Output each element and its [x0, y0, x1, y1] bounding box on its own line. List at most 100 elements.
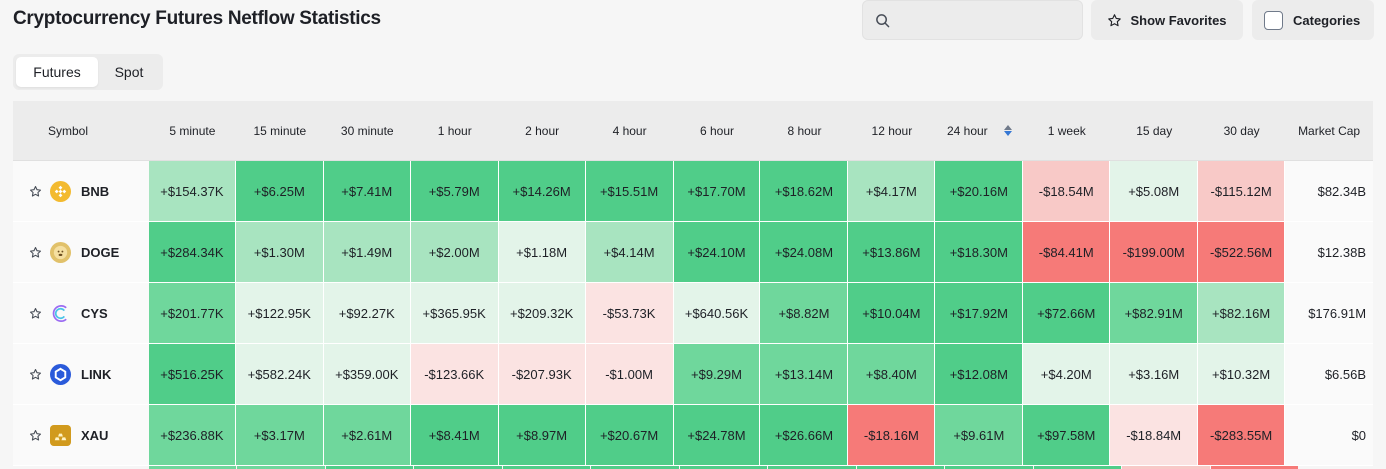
header-4-hour[interactable]: 4 hour — [612, 123, 647, 138]
symbol-name[interactable]: CYS — [81, 305, 108, 321]
header-5-minute[interactable]: 5 minute — [169, 123, 216, 138]
netflow-cell-12-hour: +$8.40M — [848, 344, 936, 404]
header-24-hour-label: 24 hour — [946, 123, 988, 138]
favorite-star-icon[interactable] — [29, 307, 42, 320]
header-30-minute[interactable]: 30 minute — [340, 123, 394, 138]
favorite-star-icon[interactable] — [29, 368, 42, 381]
search-box[interactable] — [862, 0, 1083, 40]
favorite-star-icon[interactable] — [29, 246, 42, 259]
favorite-star-icon[interactable] — [29, 185, 42, 198]
netflow-cell-6-hour: +$17.70M — [673, 161, 761, 221]
table-body: BNB +$154.37K +$6.25M +$7.41M +$5.79M +$14.26… — [13, 161, 1374, 466]
netflow-cell-24-hour: +$9.61M — [935, 405, 1024, 465]
netflow-cell-12-hour: +$10.04M — [848, 283, 936, 343]
symbol-name[interactable]: LINK — [81, 366, 112, 382]
netflow-cell-5-minute: +$201.77K — [148, 283, 236, 343]
symbol-name[interactable]: BNB — [81, 183, 110, 199]
header-30-day[interactable]: 30 day — [1223, 123, 1260, 138]
netflow-cell-30-day: +$10.32M — [1198, 344, 1286, 404]
header-24-hour[interactable]: 24 hour — [935, 101, 1023, 160]
netflow-cell-12-hour: +$4.17M — [848, 161, 936, 221]
netflow-cell-15-day: +$5.08M — [1110, 161, 1199, 221]
header-market-cap[interactable]: Market Cap — [1298, 123, 1361, 138]
netflow-cell-8-hour: +$18.62M — [760, 161, 849, 221]
symbol-cell: XAU — [13, 405, 149, 465]
market-cap-cell: $12.38B — [1285, 222, 1374, 282]
table-row[interactable]: BNB +$154.37K +$6.25M +$7.41M +$5.79M +$14.26… — [13, 161, 1374, 222]
symbol-cell: BNB — [13, 161, 149, 221]
netflow-cell-30-day: -$115.12M — [1198, 161, 1286, 221]
netflow-cell-24-hour: +$20.16M — [935, 161, 1024, 221]
netflow-cell-5-minute: +$154.37K — [148, 161, 236, 221]
netflow-cell-8-hour: +$13.14M — [760, 344, 849, 404]
netflow-cell-15-minute: +$122.95K — [235, 283, 324, 343]
netflow-cell-30-minute: +$7.41M — [323, 161, 411, 221]
categories-button[interactable]: Categories — [1252, 0, 1374, 40]
symbol-cell: DOGE — [13, 222, 149, 282]
symbol-name[interactable]: DOGE — [81, 244, 120, 260]
market-cap-cell: $82.34B — [1285, 161, 1374, 221]
netflow-cell-8-hour: +$8.82M — [760, 283, 849, 343]
table-row[interactable]: DOGE +$284.34K +$1.30M +$1.49M +$2.00M +$1.18… — [13, 222, 1374, 283]
netflow-cell-1-week: -$18.54M — [1023, 161, 1111, 221]
symbol-cell: LINK — [13, 344, 149, 404]
netflow-cell-4-hour: -$1.00M — [585, 344, 674, 404]
market-cap-cell: $176.91M — [1285, 283, 1374, 343]
show-favorites-button[interactable]: Show Favorites — [1091, 0, 1243, 40]
table-row[interactable]: CYS +$201.77K +$122.95K +$92.27K +$365.95K +$… — [13, 283, 1374, 344]
netflow-cell-12-hour: -$18.16M — [848, 405, 936, 465]
tab-spot[interactable]: Spot — [114, 64, 144, 80]
netflow-cell-8-hour: +$26.66M — [760, 405, 849, 465]
page-title: Cryptocurrency Futures Netflow Statistic… — [13, 8, 381, 29]
header-12-hour[interactable]: 12 hour — [871, 123, 913, 138]
header-6-hour[interactable]: 6 hour — [700, 123, 735, 138]
netflow-cell-2-hour: +$8.97M — [498, 405, 586, 465]
netflow-cell-6-hour: +$640.56K — [673, 283, 761, 343]
next-row-partial — [149, 466, 1298, 469]
market-tabs: Futures Spot — [13, 54, 163, 90]
symbol-name[interactable]: XAU — [81, 427, 109, 443]
header-2-hour[interactable]: 2 hour — [525, 123, 560, 138]
tab-futures[interactable]: Futures — [16, 57, 98, 87]
header-symbol[interactable]: Symbol — [48, 123, 89, 138]
header-8-hour[interactable]: 8 hour — [787, 123, 822, 138]
cys-icon — [50, 303, 71, 324]
netflow-cell-6-hour: +$24.78M — [673, 405, 761, 465]
netflow-cell-15-day: +$82.91M — [1110, 283, 1199, 343]
market-cap-cell: $0 — [1285, 405, 1374, 465]
netflow-cell-5-minute: +$284.34K — [148, 222, 236, 282]
xau-icon — [50, 424, 71, 446]
netflow-cell-15-day: +$3.16M — [1110, 344, 1199, 404]
favorite-star-icon[interactable] — [29, 429, 42, 442]
link-icon — [50, 363, 71, 385]
netflow-cell-6-hour: +$9.29M — [673, 344, 761, 404]
table-row[interactable]: XAU +$236.88K +$3.17M +$2.61M +$8.41M +$8.97M… — [13, 405, 1374, 466]
netflow-cell-4-hour: -$53.73K — [585, 283, 674, 343]
table-row[interactable]: LINK +$516.25K +$582.24K +$359.00K -$123.66K… — [13, 344, 1374, 405]
netflow-cell-24-hour: +$12.08M — [935, 344, 1024, 404]
netflow-cell-6-hour: +$24.10M — [673, 222, 761, 282]
netflow-cell-15-day: -$18.84M — [1110, 405, 1199, 465]
doge-icon — [50, 241, 71, 263]
netflow-cell-15-minute: +$582.24K — [235, 344, 324, 404]
categories-checkbox[interactable] — [1264, 10, 1283, 30]
netflow-cell-24-hour: +$18.30M — [935, 222, 1024, 282]
netflow-cell-2-hour: +$1.18M — [498, 222, 586, 282]
netflow-cell-24-hour: +$17.92M — [935, 283, 1024, 343]
netflow-cell-1-week: +$4.20M — [1023, 344, 1111, 404]
header-15-day[interactable]: 15 day — [1136, 123, 1173, 138]
sort-icon[interactable] — [1003, 125, 1012, 136]
netflow-cell-15-minute: +$1.30M — [235, 222, 324, 282]
header-15-minute[interactable]: 15 minute — [253, 123, 307, 138]
netflow-table: Symbol 5 minute 15 minute 30 minute 1 ho… — [13, 101, 1374, 466]
star-icon — [1108, 13, 1122, 26]
header-1-hour[interactable]: 1 hour — [437, 123, 472, 138]
header-1-week[interactable]: 1 week — [1047, 123, 1086, 138]
netflow-cell-1-week: +$97.58M — [1023, 405, 1111, 465]
netflow-cell-8-hour: +$24.08M — [760, 222, 849, 282]
netflow-cell-30-day: -$283.55M — [1198, 405, 1286, 465]
netflow-cell-12-hour: +$13.86M — [848, 222, 936, 282]
netflow-cell-2-hour: +$14.26M — [498, 161, 586, 221]
search-input[interactable] — [898, 12, 1078, 28]
